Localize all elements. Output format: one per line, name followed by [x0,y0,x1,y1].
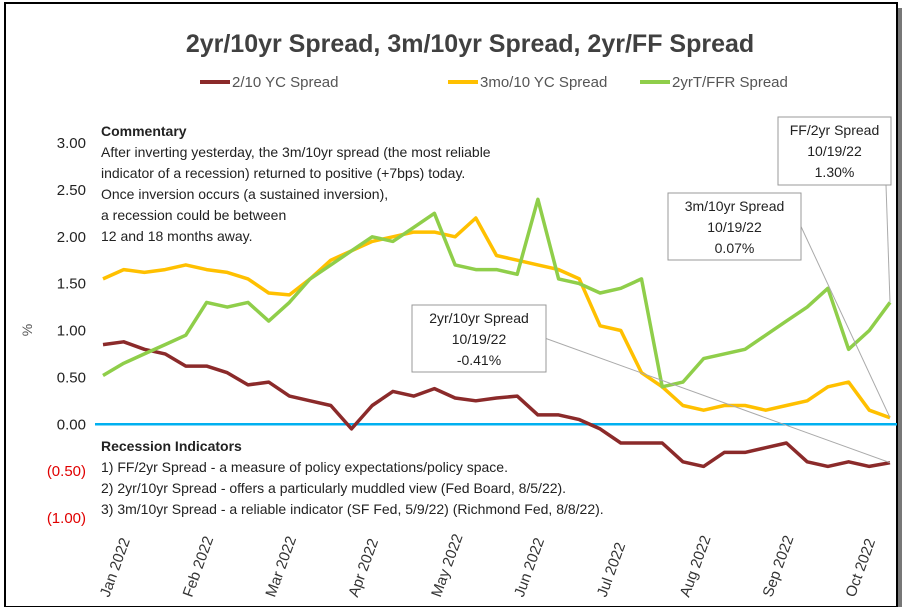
block-heading: Commentary [101,123,187,139]
legend-label: 2/10 YC Spread [232,74,338,91]
y-tick-label: 3.00 [57,135,86,152]
series-line [102,216,891,420]
block-line: indicator of a recession) returned to po… [101,165,465,181]
callout-leader [885,184,891,303]
callout-text: 3m/10yr Spread [685,198,785,214]
y-tick-label: (1.00) [47,510,86,527]
callout-text: 10/19/22 [452,331,507,347]
y-tick-label: 0.50 [57,369,86,386]
block-line: Once inversion occurs (a sustained inver… [101,186,388,202]
callout-text: 2yr/10yr Spread [429,310,529,326]
legend-label: 2yrT/FFR Spread [672,74,788,91]
callout-text: -0.41% [457,352,501,368]
callout-text: FF/2yr Spread [790,122,879,138]
block-line: a recession could be between [101,207,286,223]
block-line: 3) 3m/10yr Spread - a reliable indicator… [101,501,604,517]
series-line [102,197,892,389]
series-line [102,340,891,469]
callout-box [777,116,892,186]
callout-text: 10/19/22 [807,143,862,159]
callout-leader [545,338,891,464]
y-tick-label: 1.50 [57,276,86,293]
y-tick-label: (0.50) [47,463,86,480]
callout-text: 0.07% [715,240,755,256]
block-line: 2) 2yr/10yr Spread - offers a particular… [101,480,566,496]
block-line: 12 and 18 months away. [101,228,253,244]
block-line: 1) FF/2yr Spread - a measure of policy e… [101,459,508,475]
y-tick-label: 2.50 [57,182,86,199]
y-axis-label: % [19,324,35,336]
chart-title: 2yr/10yr Spread, 3m/10yr Spread, 2yr/FF … [186,30,754,58]
y-tick-label: 0.00 [57,416,86,433]
callout-text: 1.30% [815,164,855,180]
callout-text: 10/19/22 [707,219,762,235]
legend-label: 3mo/10 YC Spread [480,74,607,91]
y-tick-label: 1.00 [57,323,86,340]
y-tick-label: 2.00 [57,229,86,246]
block-line: After inverting yesterday, the 3m/10yr s… [101,144,491,160]
callout-box [667,192,802,261]
callout-box [411,304,547,373]
callout-leader [800,226,891,418]
block-heading: Recession Indicators [101,438,242,454]
